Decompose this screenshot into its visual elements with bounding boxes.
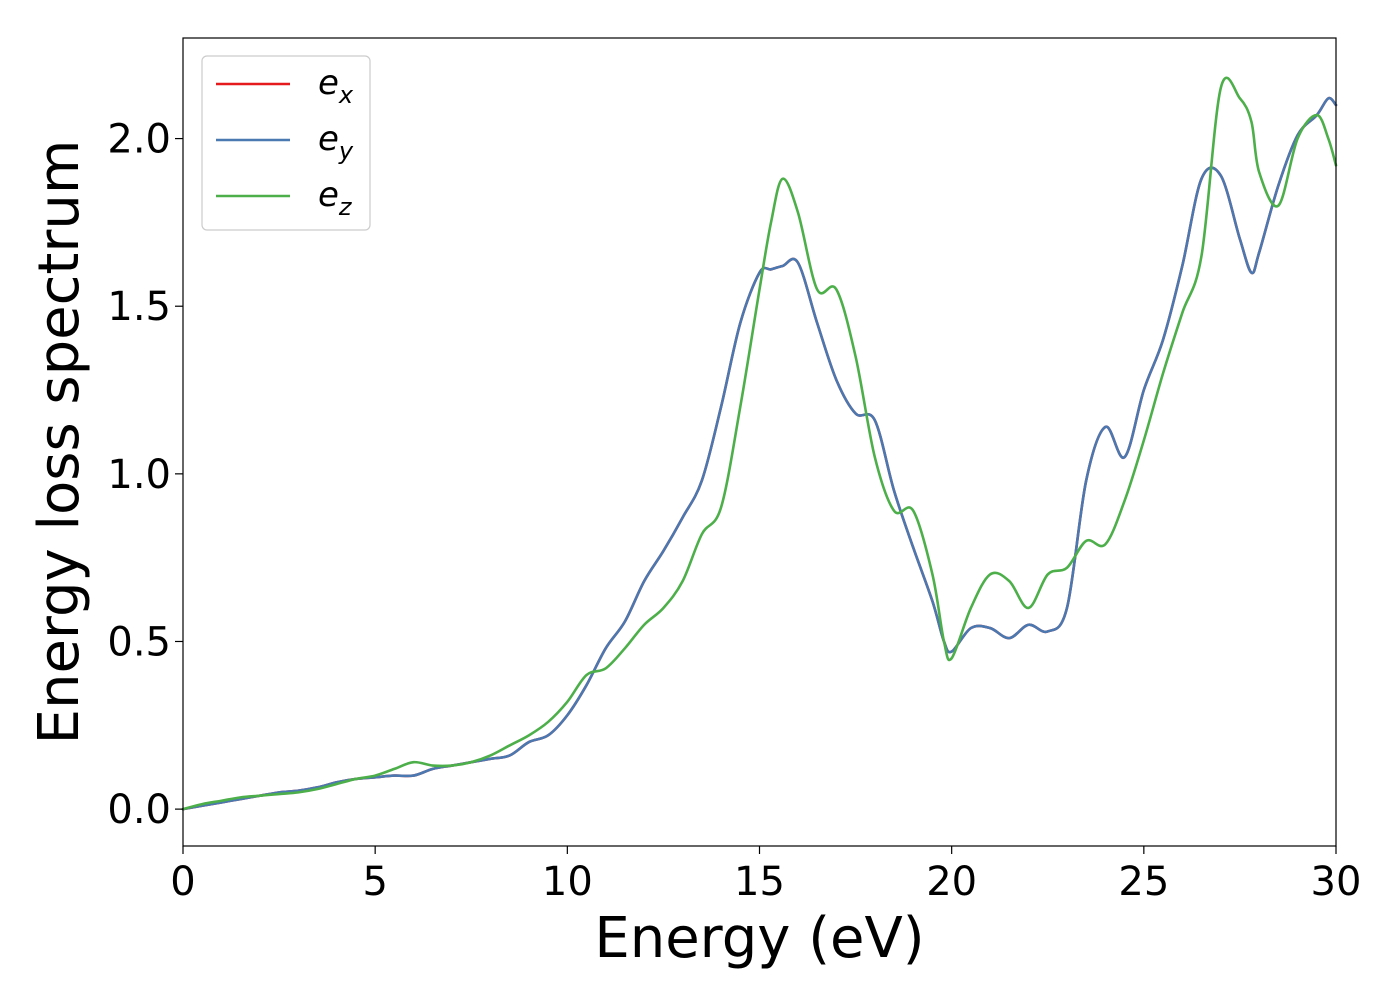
series-line-e-y <box>181 96 1338 811</box>
legend: ex ey ez <box>201 55 371 231</box>
legend-label-e-x: ex <box>318 63 354 109</box>
x-tick-label: 10 <box>542 859 593 905</box>
y-tick-label: 1.5 <box>107 284 171 330</box>
x-axis-ticks: 0 5 10 15 20 25 30 <box>170 846 1361 905</box>
legend-label-e-z: ez <box>318 175 353 221</box>
plot-lines <box>181 76 1338 811</box>
x-tick-label: 30 <box>1311 859 1362 905</box>
y-tick-label: 1.0 <box>107 452 171 498</box>
x-tick-label: 25 <box>1118 859 1169 905</box>
x-tick-label: 20 <box>926 859 977 905</box>
x-tick-label: 15 <box>734 859 785 905</box>
y-tick-label: 0.0 <box>107 787 171 833</box>
x-axis-label: Energy (eV) <box>594 906 924 971</box>
y-tick-label: 0.5 <box>107 619 171 665</box>
y-tick-label: 2.0 <box>107 117 171 163</box>
legend-label-e-y: ey <box>318 119 354 165</box>
y-axis-ticks: 0.0 0.5 1.0 1.5 2.0 <box>107 117 183 833</box>
legend-box <box>201 55 371 231</box>
series-line-e-z <box>181 76 1338 811</box>
x-tick-label: 0 <box>170 859 195 905</box>
y-axis-label: Energy loss spectrum <box>27 140 92 745</box>
legend-items: ex ey ez <box>216 63 354 221</box>
x-tick-label: 5 <box>362 859 387 905</box>
